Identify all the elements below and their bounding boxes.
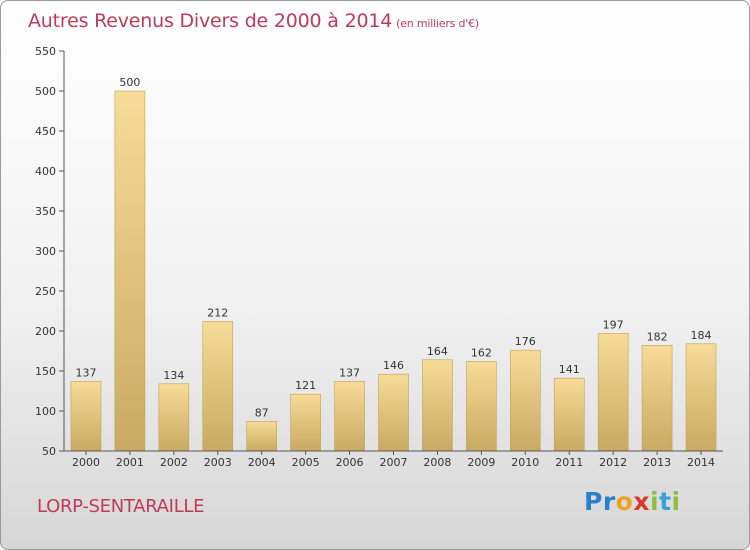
value-label-2009: 162 xyxy=(471,346,492,359)
y-tick-label: 200 xyxy=(35,325,56,338)
proxiti-logo: Proxiti xyxy=(584,487,681,516)
value-label-2002: 134 xyxy=(163,369,184,382)
x-tick-label-2011: 2011 xyxy=(555,456,583,469)
x-tick-label-2000: 2000 xyxy=(72,456,100,469)
logo-letter: t xyxy=(659,487,672,516)
value-label-2000: 137 xyxy=(75,366,96,379)
chart-subtitle: (en milliers d'€) xyxy=(396,17,480,30)
logo-letter: r xyxy=(602,487,616,516)
value-label-2011: 141 xyxy=(559,363,580,376)
x-tick-label-2014: 2014 xyxy=(687,456,715,469)
x-tick-label-2002: 2002 xyxy=(160,456,188,469)
y-tick-label: 50 xyxy=(42,445,56,458)
x-tick-label-2008: 2008 xyxy=(423,456,451,469)
bar-2008 xyxy=(422,359,453,452)
bar-2014 xyxy=(685,343,717,452)
bar-2000 xyxy=(70,381,102,452)
logo-letter: i xyxy=(671,487,681,516)
x-tick-label-2010: 2010 xyxy=(511,456,539,469)
bar-2006 xyxy=(334,381,365,452)
value-label-2003: 212 xyxy=(207,306,228,319)
value-label-2006: 137 xyxy=(339,366,360,379)
y-tick-label: 400 xyxy=(35,165,56,178)
x-tick-label-2003: 2003 xyxy=(204,456,232,469)
y-tick-label: 500 xyxy=(35,85,56,98)
commune-name: LORP-SENTARAILLE xyxy=(37,496,205,517)
x-tick-label-2001: 2001 xyxy=(116,456,144,469)
value-label-2013: 182 xyxy=(647,330,668,343)
value-label-2010: 176 xyxy=(515,335,536,348)
value-label-2014: 184 xyxy=(691,329,712,342)
bar-2005 xyxy=(290,393,321,452)
bar-2010 xyxy=(509,349,541,452)
value-label-2004: 87 xyxy=(255,406,269,419)
x-tick-label-2007: 2007 xyxy=(380,456,408,469)
bar-2009 xyxy=(466,361,497,452)
x-axis: 2000 2001 2002 2003 2004 2005 2006 2007 2008 2009… xyxy=(64,450,723,469)
y-tick-label: 450 xyxy=(35,125,56,138)
value-label-2001: 500 xyxy=(119,76,140,89)
y-tick-label: 550 xyxy=(35,45,56,58)
logo-letter: o xyxy=(615,487,634,516)
bar-2012 xyxy=(597,333,629,452)
x-tick-label-2004: 2004 xyxy=(248,456,276,469)
x-tick-label-2006: 2006 xyxy=(336,456,364,469)
bars xyxy=(70,90,717,452)
bar-2002 xyxy=(158,383,190,452)
y-axis: 50 100 150 200 250 300 350 400 450 500 550 xyxy=(35,45,65,458)
y-tick-label: 250 xyxy=(35,285,56,298)
y-tick-label: 350 xyxy=(35,205,56,218)
x-tick-label-2013: 2013 xyxy=(643,456,671,469)
bar-2003 xyxy=(202,321,234,452)
value-label-2007: 146 xyxy=(383,359,404,372)
logo-letter: i xyxy=(650,487,660,516)
chart-title-text: Autres Revenus Divers de 2000 à 2014 xyxy=(28,10,393,32)
bar-2011 xyxy=(553,377,585,452)
x-tick-label-2012: 2012 xyxy=(599,456,627,469)
chart-title: Autres Revenus Divers de 2000 à 2014 (en … xyxy=(28,10,479,32)
logo-letter: P xyxy=(584,487,603,516)
value-label-2008: 164 xyxy=(427,345,448,358)
y-tick-label: 150 xyxy=(35,365,56,378)
value-labels: 137 500 134 212 87 121 137 146 164 162 176 141 197 18… xyxy=(75,76,711,419)
logo-letter: x xyxy=(633,487,650,516)
y-tick-label: 300 xyxy=(35,245,56,258)
y-tick-label: 100 xyxy=(35,405,56,418)
bar-2004 xyxy=(246,421,277,452)
value-label-2005: 121 xyxy=(295,379,316,392)
value-label-2012: 197 xyxy=(603,318,624,331)
bar-2013 xyxy=(641,345,673,452)
x-tick-label-2005: 2005 xyxy=(292,456,320,469)
x-tick-label-2009: 2009 xyxy=(467,456,495,469)
bar-2007 xyxy=(378,373,409,452)
bar-2001 xyxy=(114,90,146,452)
